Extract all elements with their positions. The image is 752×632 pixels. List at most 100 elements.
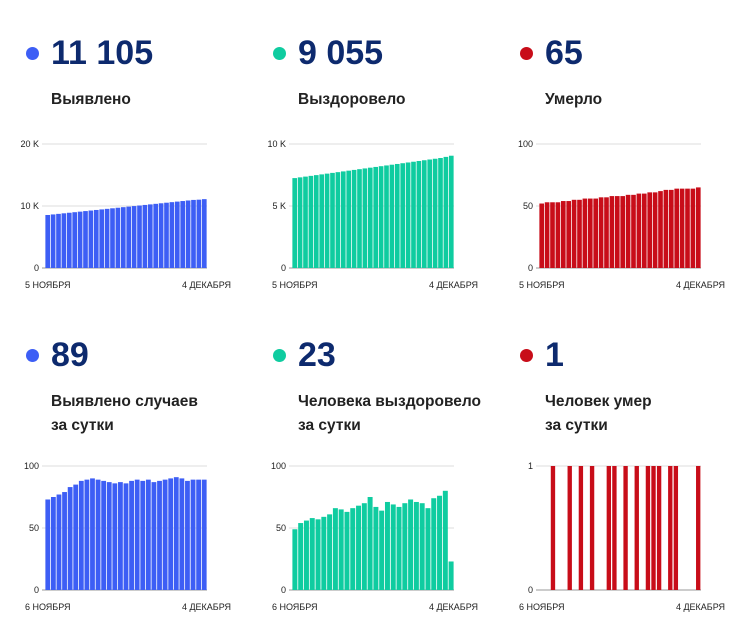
bar — [78, 480, 84, 590]
bar — [330, 172, 335, 268]
bar — [303, 176, 308, 268]
bar — [658, 191, 663, 268]
stat-value: 89 — [51, 336, 89, 374]
bar — [101, 480, 107, 590]
bar — [582, 198, 588, 268]
bar — [405, 162, 411, 268]
x-end-label: 4 ДЕКАБРЯ — [182, 280, 231, 290]
bar — [174, 201, 180, 268]
y-tick-label: 0 — [528, 263, 533, 273]
x-start-label: 5 НОЯБРЯ — [25, 280, 71, 290]
bar — [448, 561, 454, 590]
bar — [196, 479, 202, 590]
x-end-label: 4 ДЕКАБРЯ — [429, 280, 478, 290]
bar — [587, 198, 593, 268]
bar — [555, 202, 561, 268]
y-tick-label: 10 K — [20, 201, 39, 211]
bar — [131, 206, 137, 268]
bar — [437, 495, 443, 590]
y-tick-label: 100 — [271, 461, 286, 471]
bar — [427, 159, 433, 268]
bar — [384, 165, 389, 268]
bar — [319, 174, 325, 268]
bar — [147, 204, 153, 268]
bar — [95, 479, 101, 590]
bar — [298, 523, 304, 590]
bar — [647, 192, 653, 268]
bar — [367, 167, 373, 268]
stat-value: 65 — [545, 34, 583, 72]
stat-label: Выявлено — [51, 91, 131, 108]
bar — [577, 199, 582, 268]
stat-value: 1 — [545, 336, 564, 374]
bar — [157, 480, 162, 590]
bar — [443, 156, 449, 268]
bar — [550, 466, 556, 590]
bar — [396, 506, 402, 590]
bar — [384, 501, 390, 590]
x-start-label: 6 НОЯБРЯ — [272, 602, 318, 612]
bar — [651, 466, 656, 590]
legend-dot-icon — [26, 47, 39, 60]
x-start-label: 5 НОЯБРЯ — [272, 280, 318, 290]
stat-label: Умерло — [545, 91, 603, 108]
y-tick-label: 10 K — [267, 139, 286, 149]
bar — [544, 202, 550, 268]
y-tick-label: 50 — [523, 201, 533, 211]
bar — [321, 516, 327, 590]
bar — [309, 518, 315, 590]
bar — [400, 163, 406, 268]
bar — [77, 211, 83, 268]
bar — [634, 466, 639, 590]
bar — [571, 199, 577, 268]
x-end-label: 4 ДЕКАБРЯ — [429, 602, 478, 612]
bar — [313, 175, 319, 268]
bar — [567, 466, 572, 590]
bar — [88, 210, 94, 268]
bar — [303, 520, 309, 590]
y-tick-label: 0 — [34, 585, 39, 595]
bar — [668, 466, 673, 590]
bar — [137, 205, 142, 268]
bar — [340, 171, 346, 268]
bar — [604, 197, 609, 268]
bar — [656, 466, 662, 590]
x-end-label: 4 ДЕКАБРЯ — [676, 280, 725, 290]
y-tick-label: 1 — [528, 461, 533, 471]
bar — [315, 519, 321, 590]
bar — [448, 155, 454, 268]
stat-value: 11 105 — [51, 34, 154, 72]
bar — [185, 480, 190, 590]
legend-dot-icon — [273, 47, 286, 60]
bar — [335, 172, 341, 268]
bar — [106, 482, 112, 590]
bar — [56, 213, 61, 268]
bar — [346, 170, 352, 268]
stat-value: 9 055 — [298, 34, 384, 72]
bar — [201, 479, 207, 590]
y-tick-label: 50 — [276, 523, 286, 533]
bar — [191, 199, 196, 268]
bar — [419, 503, 425, 590]
bar — [90, 478, 95, 590]
bar — [327, 514, 333, 590]
bar — [373, 506, 379, 590]
bar — [361, 503, 367, 590]
stat-label-second-line: за сутки — [51, 417, 114, 434]
bar — [390, 504, 396, 590]
bar — [362, 168, 368, 268]
legend-dot-icon — [520, 47, 533, 60]
bar — [73, 484, 79, 590]
x-end-label: 4 ДЕКАБРЯ — [182, 602, 231, 612]
panel-deaths-daily: 1 Человек умер за сутки 0 1 6 НОЯБРЯ 4 ДЕКАБРЯ — [517, 336, 749, 632]
bar — [201, 199, 207, 268]
bar — [50, 214, 56, 268]
bar — [690, 188, 696, 268]
bar — [560, 201, 566, 268]
bar — [425, 508, 431, 590]
x-start-label: 6 НОЯБРЯ — [519, 602, 565, 612]
bar — [126, 206, 132, 268]
bar — [62, 492, 67, 590]
bar — [351, 169, 357, 268]
bar — [614, 196, 620, 268]
